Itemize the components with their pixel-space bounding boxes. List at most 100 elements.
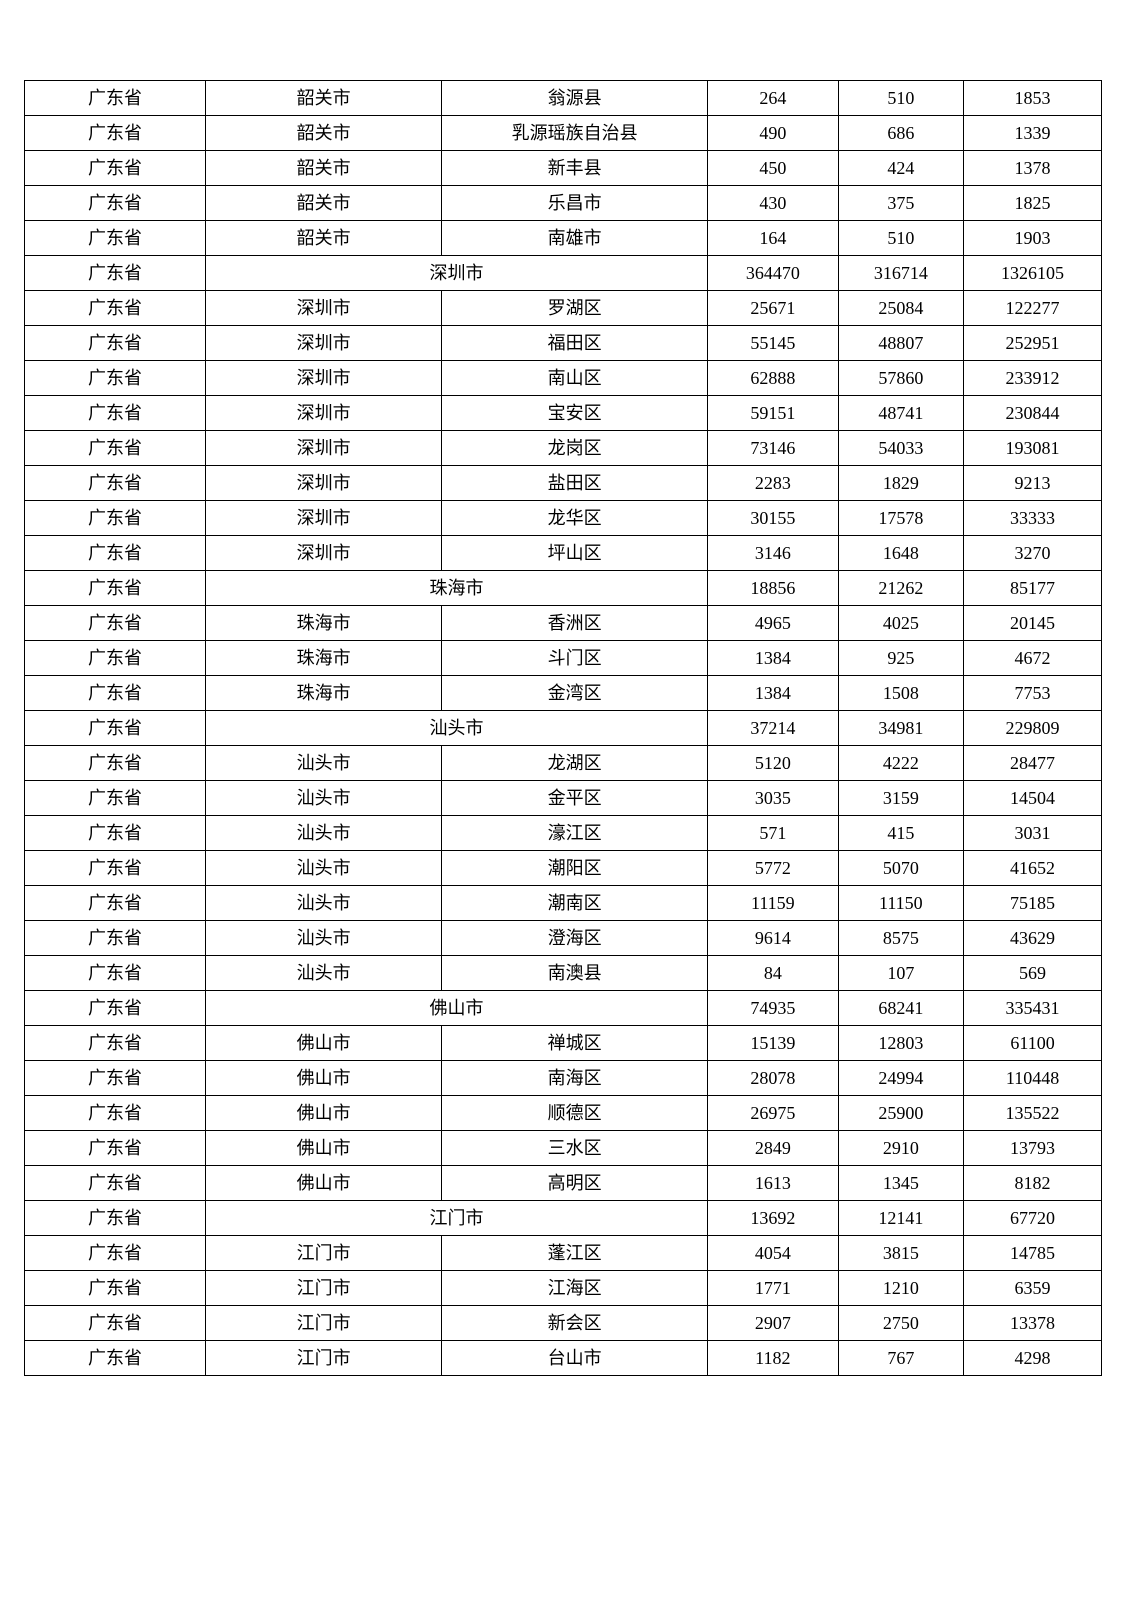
value-cell: 1613 xyxy=(708,1166,838,1201)
value-cell: 3031 xyxy=(964,816,1102,851)
district-cell: 蓬江区 xyxy=(442,1236,708,1271)
value-cell: 1182 xyxy=(708,1341,838,1376)
value-cell: 5772 xyxy=(708,851,838,886)
city-cell: 汕头市 xyxy=(205,956,441,991)
province-cell: 广东省 xyxy=(25,606,206,641)
district-cell: 高明区 xyxy=(442,1166,708,1201)
city-summary-cell: 深圳市 xyxy=(205,256,707,291)
table-row: 广东省佛山市高明区161313458182 xyxy=(25,1166,1102,1201)
province-cell: 广东省 xyxy=(25,1236,206,1271)
table-row: 广东省深圳市3644703167141326105 xyxy=(25,256,1102,291)
city-cell: 汕头市 xyxy=(205,921,441,956)
value-cell: 229809 xyxy=(964,711,1102,746)
value-cell: 12141 xyxy=(838,1201,964,1236)
table-row: 广东省汕头市澄海区9614857543629 xyxy=(25,921,1102,956)
province-cell: 广东省 xyxy=(25,921,206,956)
province-cell: 广东省 xyxy=(25,466,206,501)
district-cell: 金湾区 xyxy=(442,676,708,711)
province-cell: 广东省 xyxy=(25,81,206,116)
value-cell: 2750 xyxy=(838,1306,964,1341)
value-cell: 1339 xyxy=(964,116,1102,151)
value-cell: 3159 xyxy=(838,781,964,816)
table-row: 广东省韶关市新丰县4504241378 xyxy=(25,151,1102,186)
district-cell: 乐昌市 xyxy=(442,186,708,221)
district-cell: 南海区 xyxy=(442,1061,708,1096)
table-row: 广东省佛山市7493568241335431 xyxy=(25,991,1102,1026)
value-cell: 3815 xyxy=(838,1236,964,1271)
district-cell: 龙岗区 xyxy=(442,431,708,466)
value-cell: 364470 xyxy=(708,256,838,291)
province-cell: 广东省 xyxy=(25,501,206,536)
value-cell: 424 xyxy=(838,151,964,186)
value-cell: 25084 xyxy=(838,291,964,326)
table-row: 广东省韶关市乳源瑶族自治县4906861339 xyxy=(25,116,1102,151)
city-cell: 深圳市 xyxy=(205,326,441,361)
table-row: 广东省江门市新会区2907275013378 xyxy=(25,1306,1102,1341)
city-cell: 深圳市 xyxy=(205,361,441,396)
value-cell: 1825 xyxy=(964,186,1102,221)
value-cell: 230844 xyxy=(964,396,1102,431)
value-cell: 48741 xyxy=(838,396,964,431)
province-cell: 广东省 xyxy=(25,291,206,326)
province-cell: 广东省 xyxy=(25,431,206,466)
table-row: 广东省江门市蓬江区4054381514785 xyxy=(25,1236,1102,1271)
value-cell: 84 xyxy=(708,956,838,991)
city-summary-cell: 汕头市 xyxy=(205,711,707,746)
city-cell: 珠海市 xyxy=(205,641,441,676)
value-cell: 55145 xyxy=(708,326,838,361)
table-row: 广东省深圳市罗湖区2567125084122277 xyxy=(25,291,1102,326)
value-cell: 1378 xyxy=(964,151,1102,186)
table-row: 广东省汕头市金平区3035315914504 xyxy=(25,781,1102,816)
value-cell: 1648 xyxy=(838,536,964,571)
value-cell: 107 xyxy=(838,956,964,991)
city-summary-cell: 佛山市 xyxy=(205,991,707,1026)
district-cell: 顺德区 xyxy=(442,1096,708,1131)
city-cell: 韶关市 xyxy=(205,186,441,221)
city-cell: 汕头市 xyxy=(205,886,441,921)
value-cell: 510 xyxy=(838,221,964,256)
table-row: 广东省汕头市3721434981229809 xyxy=(25,711,1102,746)
district-cell: 盐田区 xyxy=(442,466,708,501)
value-cell: 316714 xyxy=(838,256,964,291)
table-row: 广东省汕头市濠江区5714153031 xyxy=(25,816,1102,851)
value-cell: 193081 xyxy=(964,431,1102,466)
value-cell: 75185 xyxy=(964,886,1102,921)
city-cell: 江门市 xyxy=(205,1341,441,1376)
district-cell: 南山区 xyxy=(442,361,708,396)
city-cell: 佛山市 xyxy=(205,1026,441,1061)
value-cell: 110448 xyxy=(964,1061,1102,1096)
table-row: 广东省佛山市三水区2849291013793 xyxy=(25,1131,1102,1166)
city-cell: 珠海市 xyxy=(205,606,441,641)
province-cell: 广东省 xyxy=(25,1131,206,1166)
value-cell: 3270 xyxy=(964,536,1102,571)
value-cell: 14785 xyxy=(964,1236,1102,1271)
province-cell: 广东省 xyxy=(25,221,206,256)
province-cell: 广东省 xyxy=(25,151,206,186)
table-row: 广东省汕头市潮阳区5772507041652 xyxy=(25,851,1102,886)
value-cell: 34981 xyxy=(838,711,964,746)
province-cell: 广东省 xyxy=(25,1026,206,1061)
district-cell: 斗门区 xyxy=(442,641,708,676)
province-cell: 广东省 xyxy=(25,1166,206,1201)
city-summary-cell: 珠海市 xyxy=(205,571,707,606)
city-cell: 汕头市 xyxy=(205,781,441,816)
value-cell: 13692 xyxy=(708,1201,838,1236)
city-cell: 韶关市 xyxy=(205,151,441,186)
city-cell: 深圳市 xyxy=(205,501,441,536)
province-cell: 广东省 xyxy=(25,676,206,711)
city-cell: 深圳市 xyxy=(205,431,441,466)
city-cell: 佛山市 xyxy=(205,1096,441,1131)
value-cell: 233912 xyxy=(964,361,1102,396)
district-cell: 龙湖区 xyxy=(442,746,708,781)
district-cell: 江海区 xyxy=(442,1271,708,1306)
city-cell: 韶关市 xyxy=(205,81,441,116)
value-cell: 510 xyxy=(838,81,964,116)
value-cell: 37214 xyxy=(708,711,838,746)
city-cell: 韶关市 xyxy=(205,116,441,151)
value-cell: 74935 xyxy=(708,991,838,1026)
province-cell: 广东省 xyxy=(25,991,206,1026)
value-cell: 4965 xyxy=(708,606,838,641)
table-row: 广东省深圳市坪山区314616483270 xyxy=(25,536,1102,571)
city-cell: 佛山市 xyxy=(205,1131,441,1166)
province-cell: 广东省 xyxy=(25,326,206,361)
